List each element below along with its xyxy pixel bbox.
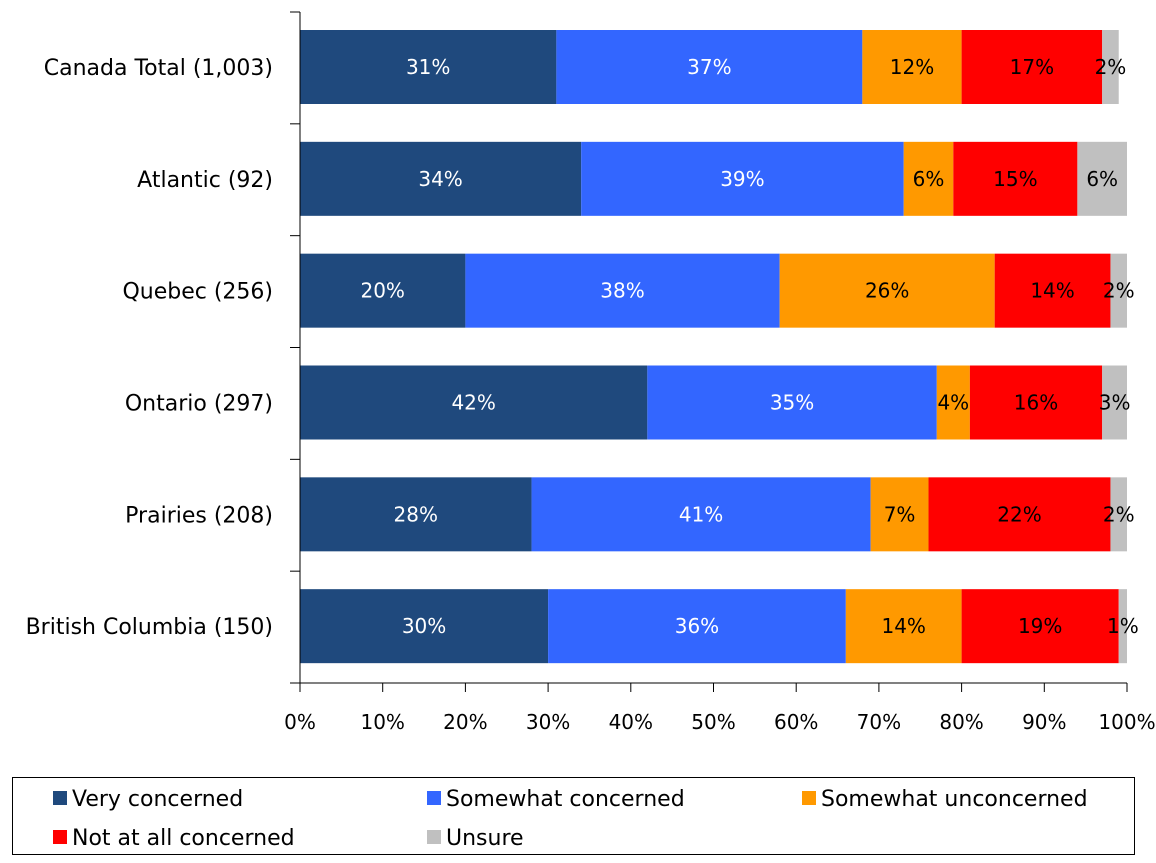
bar-segment [779,253,995,328]
bar-segment [961,589,1119,664]
data-label: 26% [865,279,909,303]
x-tick-label: 40% [609,710,653,734]
data-label: 31% [406,55,450,79]
x-tick-label: 90% [1022,710,1066,734]
x-tick-label: 50% [691,710,735,734]
bar-segment [1102,30,1119,104]
bar-segment [300,253,466,328]
data-label: 4% [937,391,969,415]
bar-segment [300,141,582,216]
bar-segment [870,477,929,552]
data-label: 2% [1103,502,1135,526]
bar-labels-group: 31% 37% 12% 17% 2% 34% 39% 6% 15% 6% 20% 38% 26% 14% 2… [360,55,1138,638]
bar-segment [969,365,1103,440]
legend-label: Somewhat unconcerned [821,787,1088,812]
data-label: 20% [360,279,404,303]
legend-label: Somewhat concerned [446,787,685,812]
data-label: 38% [600,279,644,303]
legend-label: Not at all concerned [72,826,295,851]
data-label: 36% [675,614,719,638]
x-tick-label: 20% [443,710,487,734]
bar-segment [647,365,937,440]
x-tick-label: 60% [774,710,818,734]
bar-segment [953,141,1078,216]
legend-swatch [53,830,67,844]
bar-segment [845,589,962,664]
data-label: 28% [394,502,438,526]
data-label: 34% [418,167,462,191]
bar-segment [581,141,904,216]
data-label: 35% [770,391,814,415]
bar-segment [903,141,954,216]
data-label: 12% [890,55,934,79]
legend-swatch [427,791,441,805]
bar-segment [300,365,648,440]
legend-label: Unsure [446,826,524,851]
data-label: 41% [679,502,723,526]
bar-segment [1110,477,1127,552]
data-label: 39% [720,167,764,191]
bar-segment [1077,141,1127,216]
data-label: 22% [997,502,1041,526]
bar-segment [961,30,1103,104]
bar-segment [300,589,549,664]
category-label: Prairies (208) [125,503,273,528]
data-label: 16% [1014,391,1058,415]
data-label: 6% [913,167,945,191]
legend: Very concerned Somewhat concerned Somewhat… [12,777,1135,855]
bar-segment [936,365,970,440]
category-label: Canada Total (1,003) [44,56,273,81]
data-label: 15% [993,167,1037,191]
data-label: 6% [1086,167,1118,191]
bar-segment [465,253,780,328]
x-tick-label: 0% [284,710,316,734]
data-label: 17% [1010,55,1054,79]
bar-segment [862,30,962,104]
bar-segment [300,477,532,552]
category-label: Atlantic (92) [137,168,273,193]
bar-segment [531,477,871,552]
x-tick-label: 80% [939,710,983,734]
bar-segment [548,589,846,664]
bar-segment [556,30,863,104]
data-label: 37% [687,55,731,79]
bar-segment [300,30,557,104]
legend-swatch [427,830,441,844]
category-label: Ontario (297) [125,392,273,417]
data-label: 30% [402,614,446,638]
data-label: 42% [451,391,495,415]
data-label: 14% [1030,279,1074,303]
legend-swatch [53,791,67,805]
bar-segment [994,253,1111,328]
category-labels-group: Canada Total (1,003) Atlantic (92) Quebec … [26,56,273,640]
data-label: 1% [1107,614,1139,638]
bars-group [300,30,1127,664]
data-label: 7% [884,502,916,526]
x-tick-label: 70% [857,710,901,734]
legend-swatch [802,791,816,805]
bar-segment [1110,253,1127,328]
legend-box [12,777,1135,855]
x-tick-label: 30% [526,710,570,734]
legend-label: Very concerned [72,787,243,812]
data-label: 2% [1103,279,1135,303]
data-label: 3% [1099,391,1131,415]
data-label: 19% [1018,614,1062,638]
x-tick-label: 100% [1098,710,1155,734]
category-label: British Columbia (150) [26,615,273,640]
data-label: 14% [881,614,925,638]
bar-segment [1118,589,1127,664]
category-label: Quebec (256) [122,280,273,305]
axes-group: 0% 10% 20% 30% 40% 50% 60% 70% 80% 90% 100% [284,11,1156,734]
bar-segment [928,477,1111,552]
x-tick-label: 10% [360,710,404,734]
data-label: 2% [1095,55,1127,79]
bar-segment [1102,365,1127,440]
